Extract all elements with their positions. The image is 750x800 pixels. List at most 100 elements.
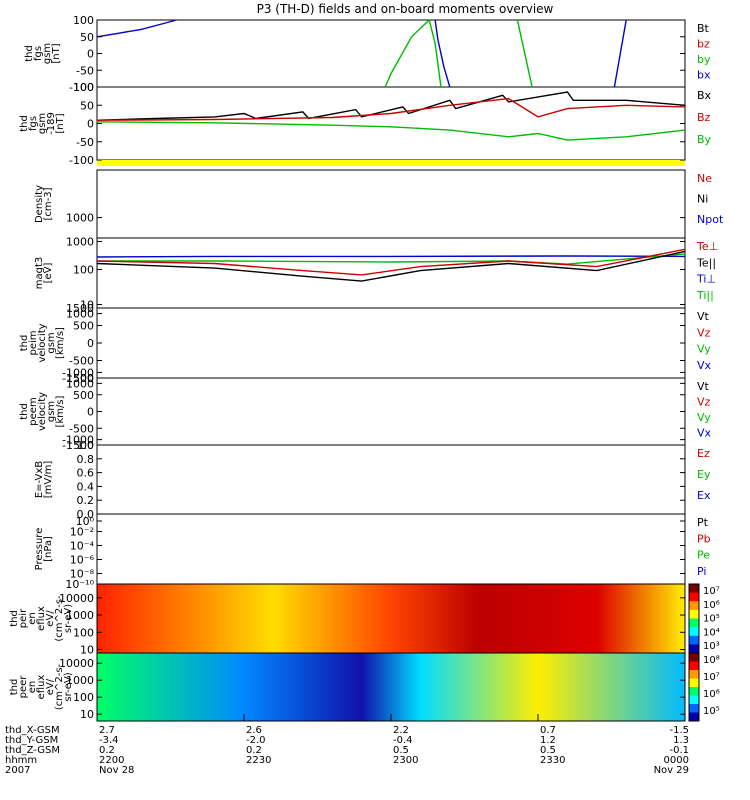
ylabel-line: thd <box>9 679 20 696</box>
legend-Vy: Vy <box>697 411 711 424</box>
colorbar-label: 10⁸ <box>703 655 720 666</box>
ytick-label: 10000 <box>59 657 94 670</box>
legend-Vt: Vt <box>697 310 710 323</box>
colorbar-segment <box>689 687 699 696</box>
ylabel-line: [cm-3] <box>43 187 54 220</box>
ylabel-line: [mV/m] <box>43 461 54 499</box>
colorbar-segment <box>689 712 699 722</box>
legend-Te||: Te|| <box>696 256 716 269</box>
xaxis-value: 0.2 <box>99 745 115 756</box>
ytick-label: 50 <box>80 31 94 44</box>
ytick-label: 10 <box>80 708 94 721</box>
colorbar-label: 10⁴ <box>703 627 720 638</box>
ylabel-line: [km/s] <box>55 327 66 359</box>
legend-Vy: Vy <box>697 343 711 356</box>
colorbar-segment <box>689 627 699 637</box>
ytick-label: 10 <box>80 299 94 312</box>
colorbar-segment <box>689 592 699 602</box>
xaxis-value: 0000 <box>664 755 689 766</box>
colorbar-label: 10⁵ <box>703 706 720 717</box>
ytick-label: -500 <box>69 355 94 368</box>
colorbar-label: 10³ <box>703 641 720 652</box>
panel-peir <box>96 583 686 654</box>
colorbar: 10⁸ 10⁷ 10⁶ 10⁵ <box>688 652 720 722</box>
xaxis-value: 2.6 <box>246 725 262 736</box>
legend-by: by <box>697 53 711 66</box>
panel-ylabel: magt3[eV] <box>34 257 54 290</box>
series-Te|| <box>96 250 686 282</box>
ylabel-line: thd <box>19 115 30 132</box>
ylabel-line: gsm <box>37 113 48 134</box>
series-by <box>516 19 533 88</box>
ytick-label: 0.8 <box>77 453 95 466</box>
panel-ylabel: thdpeemvelocitygsm[km/s] <box>19 392 66 431</box>
ylabel-line: gsm <box>46 401 57 422</box>
panel-ylabel: thdpeimvelocitygsm[km/s] <box>19 323 66 362</box>
ylabel-line: thd <box>24 45 35 62</box>
series-bx <box>434 19 451 88</box>
panel-ylabel: E=-VxB[mV/m] <box>34 461 54 499</box>
legend-Bz: Bz <box>697 111 711 124</box>
ytick-label: 500 <box>73 320 94 333</box>
ylabel-line: peer <box>18 675 29 699</box>
ytick-label: 1000 <box>66 236 94 249</box>
legend-Npot: Npot <box>697 213 724 226</box>
ytick-label: -1500 <box>62 372 94 385</box>
xaxis-row-label: thd_X-GSM <box>5 725 60 736</box>
series-Bz <box>96 97 686 121</box>
ytick-label: 1500 <box>66 302 94 315</box>
legend-Ez: Ez <box>697 447 710 460</box>
colorbar-frame <box>688 652 700 722</box>
colorbar-segment <box>689 618 699 628</box>
xaxis-date-start: Nov 28 <box>99 765 134 776</box>
ytick-label: 0 <box>87 118 94 131</box>
ylabel-line: peim <box>28 330 39 355</box>
ylabel-line: E=-VxB <box>34 461 45 498</box>
ylabel-line: (cm^2-s- <box>54 663 65 710</box>
panel-ylabel: thdpeerenefluxeV/(cm^2-s-sr-eV) <box>9 663 74 710</box>
xaxis-value: 2.7 <box>99 725 115 736</box>
ylabel-line: peem <box>28 397 39 425</box>
legend-Pi: Pi <box>697 565 706 578</box>
xaxis-value: -0.1 <box>669 745 689 756</box>
ylabel-line: fgs <box>28 116 39 131</box>
legend-Pb: Pb <box>697 532 711 545</box>
panel-ylabel: Density[cm-3] <box>34 185 54 223</box>
colorbar-segment <box>689 601 699 611</box>
legend-Pt: Pt <box>697 516 709 529</box>
ytick-label: 1000 <box>66 377 94 390</box>
ylabel-line: Density <box>34 185 45 223</box>
ylabel-line: gsm <box>42 43 53 64</box>
legend-Ni: Ni <box>697 193 708 206</box>
yellow-band <box>97 160 685 166</box>
series-Bx <box>96 91 686 121</box>
panel-ylabel: thdfgsgsm[nT] <box>24 43 62 64</box>
ytick-label: -1000 <box>62 434 94 447</box>
ylabel-line: thd <box>19 403 30 420</box>
panel-ylabel: thdpeirenefluxeV/(cm^2-s-sr-eV) <box>9 595 74 642</box>
ylabel-line: thd <box>9 610 20 627</box>
ytick-label: -50 <box>76 136 94 149</box>
panel-fgs <box>96 19 686 88</box>
ytick-label: 500 <box>73 389 94 402</box>
colorbar-segment <box>689 678 699 688</box>
series-Ti|| <box>97 253 686 265</box>
legend-Vz: Vz <box>697 396 711 409</box>
series-bx <box>613 19 627 88</box>
panel-axes: 100500-50-100thdfgsgsm[nT]Btbzbybx100500… <box>9 14 724 722</box>
ylabel-line: fgs <box>33 46 44 61</box>
ytick-label: 0.0 <box>77 508 95 521</box>
ytick-label: -50 <box>76 64 94 77</box>
panel-peem <box>96 377 686 446</box>
ylabel-line: [km/s] <box>55 395 66 427</box>
legend-bx: bx <box>697 69 711 82</box>
xaxis-value: 0.5 <box>540 745 556 756</box>
panel-efield <box>96 444 686 515</box>
data-series <box>96 18 686 282</box>
ylabel-line: eV/ <box>45 610 56 627</box>
ytick-label: 1.0 <box>77 439 95 452</box>
xaxis-row-label: hhmm <box>5 755 37 766</box>
ytick-label: 1000 <box>66 609 94 622</box>
ylabel-line: [nT] <box>55 113 66 133</box>
